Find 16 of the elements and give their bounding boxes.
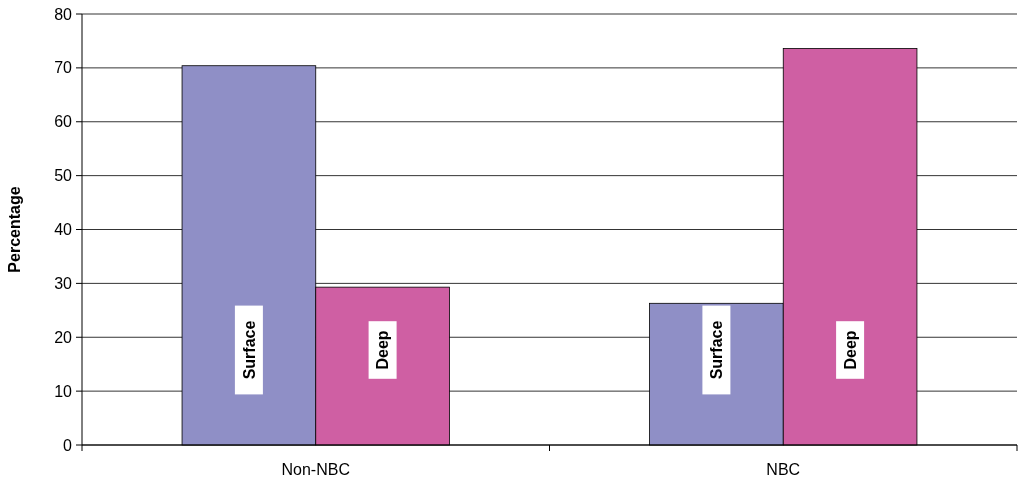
x-tick-label: NBC: [766, 461, 801, 478]
x-tick-label: Non-NBC: [281, 461, 350, 478]
series-label: Surface: [708, 320, 725, 380]
y-tick-label: 60: [54, 113, 73, 131]
y-tick-label: 50: [54, 167, 73, 185]
y-tick-label: 70: [54, 59, 73, 77]
series-label: Deep: [374, 330, 392, 370]
text: Surface: [240, 320, 258, 380]
y-tick-label: 20: [54, 328, 73, 346]
y-tick-label: 10: [54, 382, 73, 400]
text: Deep: [841, 330, 859, 370]
y-axis-title: Percentage: [6, 186, 23, 273]
y-tick-label: 80: [54, 5, 73, 23]
y-tick-label: 30: [54, 274, 73, 292]
y-tick-label: 40: [54, 221, 73, 239]
y-tick-label: 0: [63, 436, 73, 454]
